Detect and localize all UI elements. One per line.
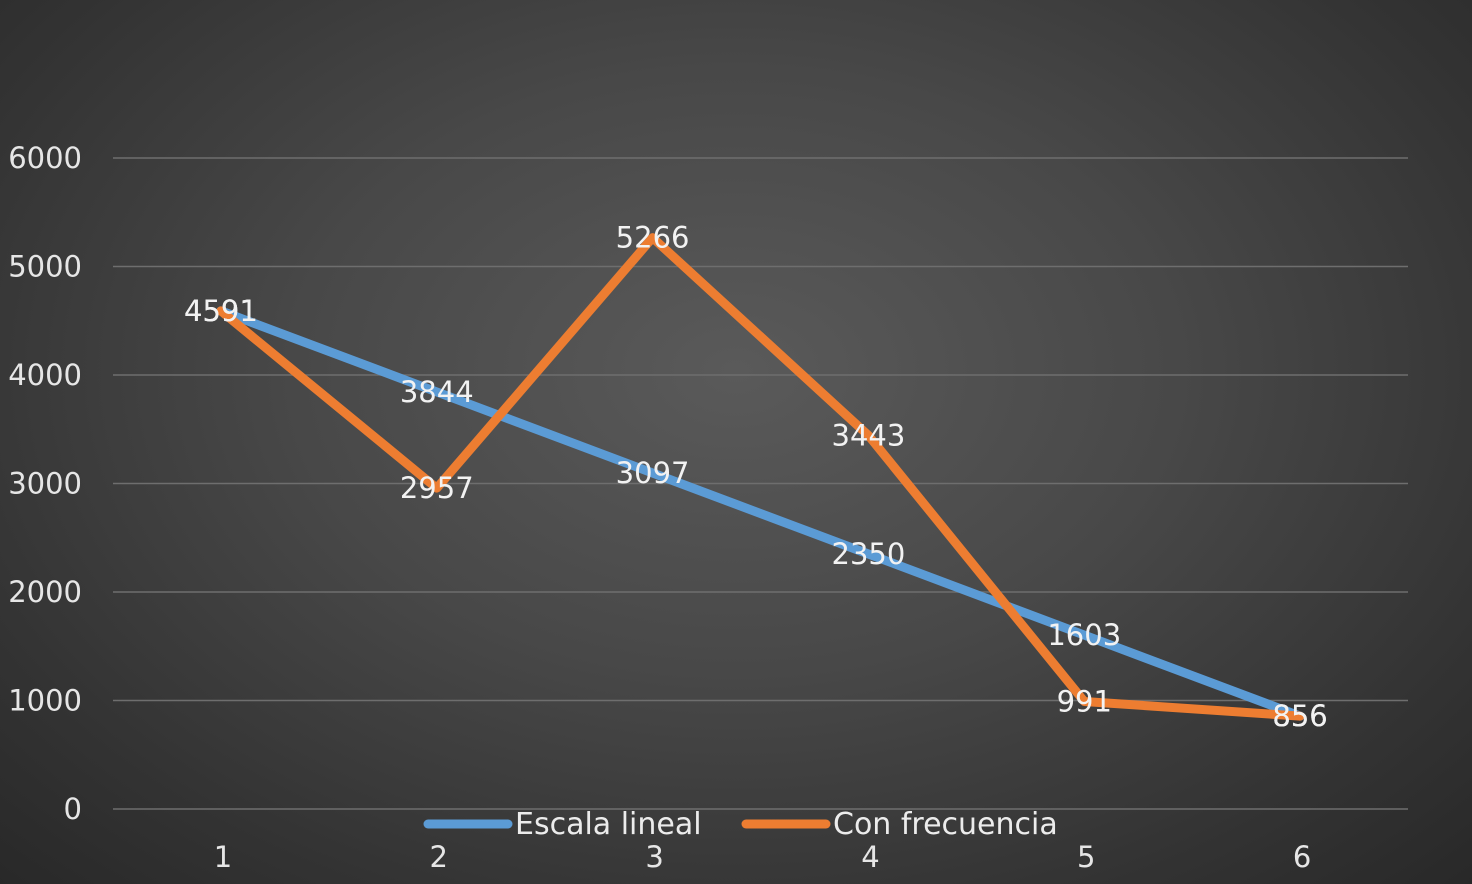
y-axis: 0 1000 2000 3000 4000 5000 6000 [8,141,82,826]
data-label: 856 [1272,699,1327,733]
data-label: 5266 [616,221,690,255]
legend-label: Escala lineal [515,807,702,842]
x-tick-label: 1 [214,840,232,874]
x-tick-label: 5 [1077,840,1095,874]
y-tick-label: 3000 [8,467,82,501]
y-tick-label: 5000 [8,250,82,284]
y-tick-label: 1000 [8,684,82,718]
data-label: 3097 [616,456,690,490]
series-line-1 [216,306,1305,721]
data-label: 4591 [184,294,258,328]
y-tick-label: 0 [64,792,82,826]
y-tick-label: 6000 [8,141,82,175]
data-label: 3443 [832,418,906,452]
series-line-2 [216,233,1305,721]
data-label: 4591 [184,294,258,328]
legend-item: Con frecuencia [741,807,1058,842]
data-label: 856 [1272,699,1327,733]
data-label: 1603 [1047,618,1121,652]
data-labels: 4591384430972350160385645912957526634439… [184,221,1328,733]
data-label: 2957 [400,471,474,505]
data-label: 3844 [400,375,474,409]
y-tick-label: 2000 [8,575,82,609]
data-label: 2350 [832,537,906,571]
x-tick-label: 3 [645,840,663,874]
legend: Escala lineal Con frecuencia [423,807,1058,842]
data-label: 991 [1057,684,1112,718]
x-tick-label: 2 [430,840,448,874]
series-lines [216,233,1305,721]
legend-item: Escala lineal [423,807,702,842]
gridlines [113,157,1408,810]
x-tick-label: 4 [861,840,879,874]
x-tick-label: 6 [1293,840,1311,874]
legend-label: Con frecuencia [833,807,1058,842]
x-axis: 1 2 3 4 5 6 [214,840,1312,874]
y-tick-label: 4000 [8,358,82,392]
